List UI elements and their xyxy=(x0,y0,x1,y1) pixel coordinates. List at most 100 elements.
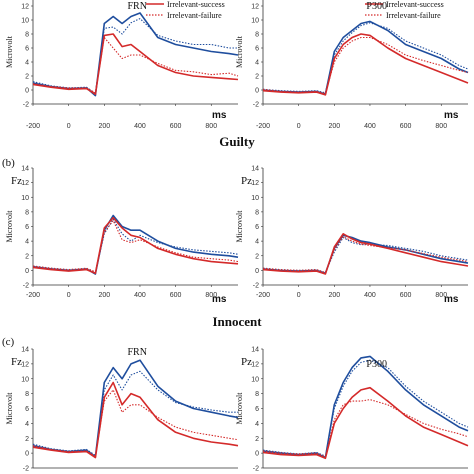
y-axis-label: Microvolt xyxy=(235,35,244,68)
x-tick-label: 600 xyxy=(170,123,182,130)
y-tick-label: 4 xyxy=(255,60,259,67)
y-axis-label: Microvolt xyxy=(5,210,14,243)
y-tick-label: -2 xyxy=(253,102,259,109)
panel-a-Pz: -2 0 2 4 6 8 10 12 -200 0 200 400 600 800 Microvolt ms P… xyxy=(235,0,469,130)
x-tick-label: 400 xyxy=(134,123,146,130)
series-line-0 xyxy=(32,12,239,97)
y-tick-label: 0 xyxy=(255,88,259,95)
x-tick-label: 600 xyxy=(400,123,412,130)
y-axis-label: Microvolt xyxy=(5,392,14,425)
y-tick-label: 8 xyxy=(255,209,259,216)
x-tick-label: 800 xyxy=(205,292,217,299)
x-tick-label: -200 xyxy=(26,123,40,130)
y-tick-label: 0 xyxy=(25,268,29,275)
x-tick-label: 200 xyxy=(328,292,340,299)
y-tick-label: 12 xyxy=(21,361,29,368)
y-tick-label: 14 xyxy=(21,347,29,354)
series-line-2 xyxy=(262,33,469,96)
series-line-2 xyxy=(262,233,469,275)
series-line-0 xyxy=(262,355,469,459)
y-axis-label: Microvolt xyxy=(5,35,14,68)
y-tick-label: 6 xyxy=(25,224,29,231)
row-title-innocent: Innocent xyxy=(212,314,262,329)
x-unit-label: ms xyxy=(444,110,459,121)
annotation-p300: P300 xyxy=(366,359,387,370)
panel-c-Fz: -2 0 2 4 6 8 10 12 14 Microvolt Fz FRN xyxy=(5,347,239,473)
x-tick-label: 0 xyxy=(297,292,301,299)
x-tick-label: 400 xyxy=(364,123,376,130)
y-tick-label: 0 xyxy=(25,451,29,458)
series-line-1 xyxy=(32,18,238,95)
panel-c-Pz: -2 0 2 4 6 8 10 12 14 Microvolt Pz P300 xyxy=(235,347,469,473)
series-line-1 xyxy=(262,359,469,457)
panel-b-Pz: -2 0 2 4 6 8 10 12 14 -200 0 200 400 600 800 Microvolt m… xyxy=(235,166,469,305)
legend-right-label-success: Irrelevant-success xyxy=(386,0,444,9)
annotation-frn: FRN xyxy=(127,1,146,12)
series-line-1 xyxy=(32,218,239,274)
y-tick-label: -2 xyxy=(253,283,259,290)
y-tick-label: 0 xyxy=(25,88,29,95)
x-tick-label: 800 xyxy=(205,123,217,130)
y-tick-label: 6 xyxy=(25,46,29,53)
x-tick-label: 0 xyxy=(297,123,301,130)
y-tick-label: -2 xyxy=(23,283,29,290)
y-tick-label: 10 xyxy=(251,18,259,25)
y-tick-label: 14 xyxy=(21,166,29,173)
x-tick-label: 200 xyxy=(98,123,110,130)
y-tick-label: 8 xyxy=(25,32,29,39)
row-title-guilty: Guilty xyxy=(219,134,255,149)
annotation-p300: P300 xyxy=(366,1,387,12)
y-tick-label: 6 xyxy=(25,406,29,413)
y-tick-label: -2 xyxy=(23,466,29,473)
electrode-label: Pz xyxy=(241,175,252,187)
series-line-3 xyxy=(32,36,239,94)
legend-label-failure: Irrelevant-failure xyxy=(167,11,222,20)
y-tick-label: 12 xyxy=(251,361,259,368)
y-tick-label: 8 xyxy=(255,32,259,39)
row-label-c: (c) xyxy=(2,336,15,348)
series-line-2 xyxy=(32,33,239,95)
x-tick-label: -200 xyxy=(256,292,270,299)
y-axis-label: Microvolt xyxy=(235,210,244,243)
y-tick-label: 2 xyxy=(255,436,259,443)
series-line-1 xyxy=(262,236,469,274)
panel-a-Fz: -2 0 2 4 6 8 10 12 -200 0 200 400 600 800 Microvolt ms F… xyxy=(5,0,239,130)
y-tick-label: -2 xyxy=(253,466,259,473)
series-line-0 xyxy=(262,20,469,95)
panel-b-Fz: -2 0 2 4 6 8 10 12 14 -200 0 200 400 600 800 Microvolt m… xyxy=(5,166,239,305)
y-tick-label: 4 xyxy=(255,421,259,428)
y-tick-label: 6 xyxy=(255,406,259,413)
y-tick-label: 6 xyxy=(255,224,259,231)
series-line-3 xyxy=(262,36,469,95)
y-tick-label: 2 xyxy=(25,436,29,443)
y-tick-label: 0 xyxy=(255,268,259,275)
y-tick-label: 2 xyxy=(255,253,259,260)
y-tick-label: 10 xyxy=(21,18,29,25)
series-line-3 xyxy=(262,399,469,458)
y-tick-label: 6 xyxy=(255,46,259,53)
x-tick-label: 200 xyxy=(328,123,340,130)
y-tick-label: 10 xyxy=(251,195,259,202)
y-tick-label: 2 xyxy=(255,74,259,81)
row-label-b: (b) xyxy=(2,157,15,169)
y-tick-label: 4 xyxy=(25,421,29,428)
x-tick-label: -200 xyxy=(256,123,270,130)
legend-right-label-failure: Irrelevant-failure xyxy=(386,11,441,20)
x-unit-label: ms xyxy=(444,294,459,305)
y-tick-label: 2 xyxy=(25,253,29,260)
series-line-0 xyxy=(32,214,239,275)
x-unit-label: ms xyxy=(212,294,227,305)
x-tick-label: 0 xyxy=(67,292,71,299)
y-tick-label: 0 xyxy=(255,451,259,458)
y-tick-label: 12 xyxy=(251,4,259,11)
series-line-1 xyxy=(32,370,238,456)
series-line-2 xyxy=(32,216,239,275)
y-tick-label: 12 xyxy=(21,4,29,11)
x-tick-label: 800 xyxy=(435,292,447,299)
series-line-3 xyxy=(262,236,469,274)
electrode-label: Pz xyxy=(241,356,252,368)
y-tick-label: -2 xyxy=(23,102,29,109)
y-tick-label: 12 xyxy=(21,180,29,187)
y-tick-label: 4 xyxy=(255,239,259,246)
